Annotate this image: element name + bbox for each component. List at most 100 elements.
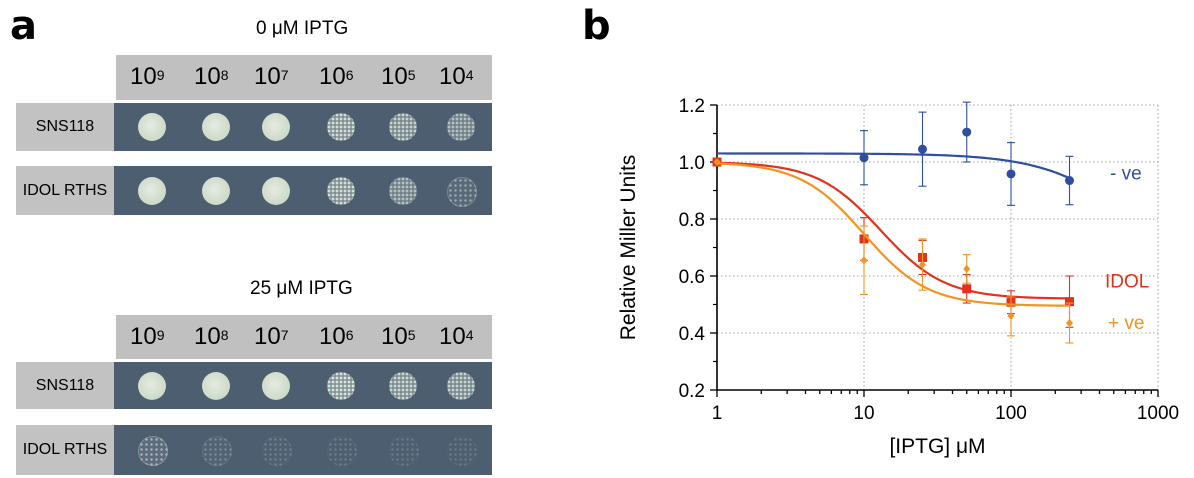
dilution-base: 10 <box>381 323 408 350</box>
fit-curve <box>716 162 1070 307</box>
plate-row-0-1 <box>114 166 492 215</box>
panel-b-letter: b <box>582 3 611 49</box>
condition-title-1: 25 μM IPTG <box>250 278 353 299</box>
dilution-base: 10 <box>130 323 157 350</box>
colony-spot <box>138 113 166 141</box>
y-tick-label: 0.2 <box>679 381 705 402</box>
colony-spot <box>138 371 166 400</box>
condition-title-0: 0 μM IPTG <box>256 18 349 39</box>
dilution-exponent: 8 <box>220 327 229 343</box>
x-tick-label: 100 <box>995 403 1027 424</box>
x-tick-label: 10 <box>853 403 874 424</box>
data-point <box>1006 169 1016 179</box>
dilution-exponent: 9 <box>156 327 165 343</box>
data-point <box>859 153 869 163</box>
y-tick-label: 1.2 <box>679 96 705 117</box>
data-point <box>1065 319 1073 328</box>
y-tick-label: 0.8 <box>679 210 705 231</box>
dilution-label: 108 <box>194 323 229 351</box>
dilution-exponent: 6 <box>345 67 354 83</box>
colony-spot <box>262 436 292 466</box>
plate-row-1-1 <box>114 425 492 475</box>
colony-spot <box>389 371 417 400</box>
colony-spot <box>202 176 230 205</box>
colony-spot <box>327 176 355 205</box>
x-axis-label: [IPTG] μM <box>889 435 985 458</box>
x-tick-label: 1000 <box>1137 403 1179 424</box>
dilution-exponent: 4 <box>465 327 474 343</box>
data-point <box>917 144 927 154</box>
data-point <box>1064 176 1074 186</box>
dilution-exponent: 6 <box>345 327 354 343</box>
dilution-label: 104 <box>439 63 474 91</box>
colony-spot <box>138 176 166 205</box>
colony-spot <box>202 113 230 141</box>
colony-spot <box>389 176 417 205</box>
plate-row-1-0 <box>114 362 492 409</box>
data-point <box>1007 311 1015 320</box>
dilution-label: 109 <box>130 63 165 91</box>
dilution-label: 109 <box>130 323 165 351</box>
colony-spot <box>327 371 355 400</box>
data-point <box>860 256 868 265</box>
dilution-exponent: 5 <box>407 67 416 83</box>
miller-units-chart: 1 10 100 1000 0.2 0.4 0.6 0.8 1.0 1.2 [IPTG] μM Rel… <box>617 96 1179 458</box>
dilution-base: 10 <box>194 323 221 350</box>
dilution-label: 105 <box>381 63 416 91</box>
plate-row-0-0 <box>114 103 492 151</box>
dilution-label: 108 <box>194 63 229 91</box>
dilution-exponent: 4 <box>465 67 474 83</box>
colony-spot <box>262 371 290 400</box>
strain-label-1-1: IDOL RTHS <box>16 425 114 475</box>
data-point <box>1064 297 1074 307</box>
y-tick-label: 0.6 <box>679 267 705 288</box>
data-point <box>963 264 971 273</box>
data-point <box>713 158 721 166</box>
dilution-label: 104 <box>439 323 474 351</box>
dilution-exponent: 7 <box>280 67 289 83</box>
dilution-header-1: 109 108 107 106 105 104 <box>116 315 492 359</box>
series-label: IDOL <box>1105 272 1149 293</box>
dilution-base: 10 <box>194 63 221 90</box>
dilution-base: 10 <box>130 63 157 90</box>
colony-spot <box>202 436 232 466</box>
fit-curve <box>716 161 1070 300</box>
colony-spot <box>327 113 355 141</box>
series-label: - ve <box>1110 163 1142 184</box>
dilution-exponent: 8 <box>220 67 229 83</box>
x-tick-label: 1 <box>712 403 723 424</box>
y-axis-label: Relative Miller Units <box>617 155 640 341</box>
dilution-base: 10 <box>439 63 466 90</box>
dilution-label: 106 <box>319 323 354 351</box>
strain-label-0-1: IDOL RTHS <box>16 166 114 215</box>
dilution-header-0: 109 108 107 106 105 104 <box>116 55 492 100</box>
strain-label-1-0: SNS118 <box>16 362 114 409</box>
colony-spot <box>138 436 168 466</box>
dilution-label: 107 <box>254 63 289 91</box>
panel-a-letter: a <box>10 3 37 49</box>
dilution-base: 10 <box>319 323 346 350</box>
dilution-exponent: 7 <box>280 327 289 343</box>
colony-spot <box>262 176 290 205</box>
colony-spot <box>447 371 475 400</box>
dilution-exponent: 9 <box>156 67 165 83</box>
dilution-base: 10 <box>319 63 346 90</box>
dilution-base: 10 <box>381 63 408 90</box>
dilution-label: 106 <box>319 63 354 91</box>
colony-spot <box>202 371 230 400</box>
colony-spot <box>262 113 290 141</box>
dilution-base: 10 <box>254 63 281 90</box>
colony-spot <box>327 436 357 466</box>
strain-label-0-0: SNS118 <box>16 103 114 151</box>
colony-spot <box>447 113 475 141</box>
y-tick-label: 1.0 <box>679 153 705 174</box>
colony-spot <box>447 436 477 466</box>
y-tick-label: 0.4 <box>679 324 706 345</box>
dilution-base: 10 <box>439 323 466 350</box>
dilution-label: 107 <box>254 323 289 351</box>
colony-spot <box>389 113 417 141</box>
colony-spot <box>389 436 419 466</box>
data-point <box>962 284 972 294</box>
dilution-exponent: 5 <box>407 327 416 343</box>
data-point <box>962 127 972 137</box>
